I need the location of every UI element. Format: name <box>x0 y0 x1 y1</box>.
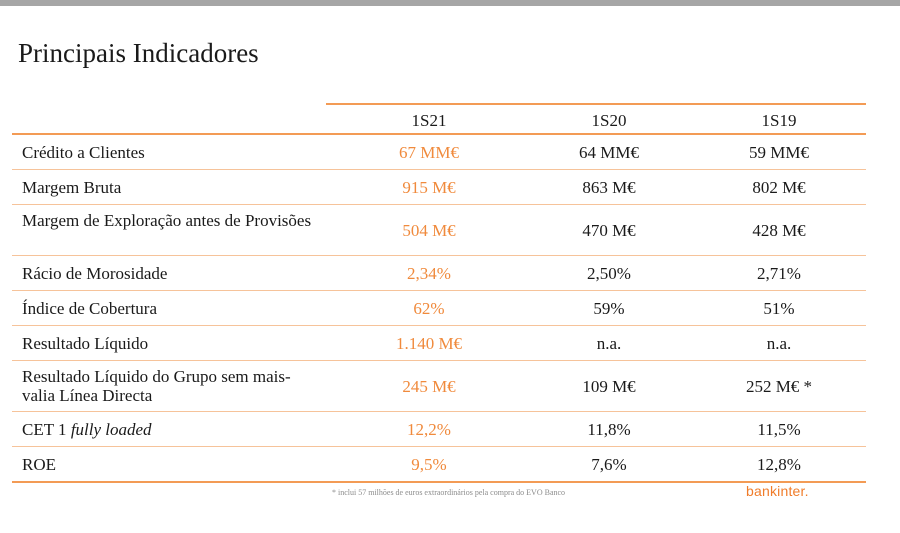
value-1s20: 11,8% <box>587 420 631 439</box>
row-label: CET 1 fully loaded <box>22 420 322 439</box>
indicators-table: 1S21 1S20 1S19 Crédito a Clientes 67 MM€… <box>12 103 866 483</box>
row-label: Índice de Cobertura <box>22 299 157 318</box>
row-label: ROE <box>22 455 56 474</box>
header-top-rule <box>326 103 866 105</box>
table-row: Índice de Cobertura 62% 59% 51% <box>12 291 866 326</box>
row-label: Resultado Líquido do Grupo sem mais-vali… <box>22 367 291 405</box>
value-1s19: 428 M€ <box>752 221 806 240</box>
table-row: Rácio de Morosidade 2,34% 2,50% 2,71% <box>12 256 866 291</box>
table-row: Margem Bruta 915 M€ 863 M€ 802 M€ <box>12 170 866 205</box>
value-1s20: 109 M€ <box>582 377 636 396</box>
value-1s21: 12,2% <box>407 420 451 439</box>
table-header: 1S21 1S20 1S19 <box>12 103 866 135</box>
row-label: Margem de Exploração antes de Provisões <box>22 211 312 230</box>
table-row: Resultado Líquido 1.140 M€ n.a. n.a. <box>12 326 866 361</box>
value-1s19: 12,8% <box>757 455 801 474</box>
value-1s19: 2,71% <box>757 264 801 283</box>
table-row: Resultado Líquido do Grupo sem mais-vali… <box>12 361 866 412</box>
row-label: Margem Bruta <box>22 178 122 197</box>
value-1s19: 59 MM€ <box>749 143 809 162</box>
table-row: ROE 9,5% 7,6% 12,8% <box>12 447 866 483</box>
value-1s20: n.a. <box>596 334 622 353</box>
table-row: Crédito a Clientes 67 MM€ 64 MM€ 59 MM€ <box>12 135 866 170</box>
row-label-text: CET 1 <box>22 420 71 439</box>
value-1s21: 1.140 M€ <box>395 334 463 353</box>
value-1s21: 504 M€ <box>402 221 456 240</box>
column-header-1s21: 1S21 <box>411 111 447 130</box>
value-1s19: 802 M€ <box>752 178 806 197</box>
value-1s20: 863 M€ <box>582 178 636 197</box>
value-1s21: 9,5% <box>411 455 447 474</box>
footnote: * inclui 57 milhões de euros extraordiná… <box>332 488 566 497</box>
column-header-1s19: 1S19 <box>761 111 797 130</box>
header-bottom-rule <box>12 133 866 135</box>
value-1s21: 245 M€ <box>402 377 456 396</box>
table-row: Margem de Exploração antes de Provisões … <box>12 205 866 256</box>
value-1s21: 2,34% <box>407 264 451 283</box>
top-bar <box>0 0 900 6</box>
value-1s19: 11,5% <box>757 420 801 439</box>
row-label: Resultado Líquido <box>22 334 149 353</box>
row-label: Crédito a Clientes <box>22 143 145 162</box>
value-1s21: 67 MM€ <box>399 143 459 162</box>
row-label: Rácio de Morosidade <box>22 264 168 283</box>
value-1s20: 2,50% <box>587 264 631 283</box>
value-1s20: 470 M€ <box>582 221 636 240</box>
value-1s20: 7,6% <box>591 455 627 474</box>
value-1s20: 59% <box>593 299 625 318</box>
value-1s21: 915 M€ <box>402 178 456 197</box>
value-1s19: n.a. <box>766 334 792 353</box>
column-header-1s20: 1S20 <box>591 111 627 130</box>
value-1s19: 51% <box>763 299 795 318</box>
value-1s19: 252 M€ * <box>745 377 813 396</box>
page-title: Principais Indicadores <box>18 38 259 68</box>
bankinter-logo: bankinter. <box>746 483 809 499</box>
value-1s21: 62% <box>413 299 445 318</box>
table-row: CET 1 fully loaded 12,2% 11,8% 11,5% <box>12 412 866 447</box>
value-1s20: 64 MM€ <box>579 143 639 162</box>
row-label-italic: fully loaded <box>70 420 152 439</box>
